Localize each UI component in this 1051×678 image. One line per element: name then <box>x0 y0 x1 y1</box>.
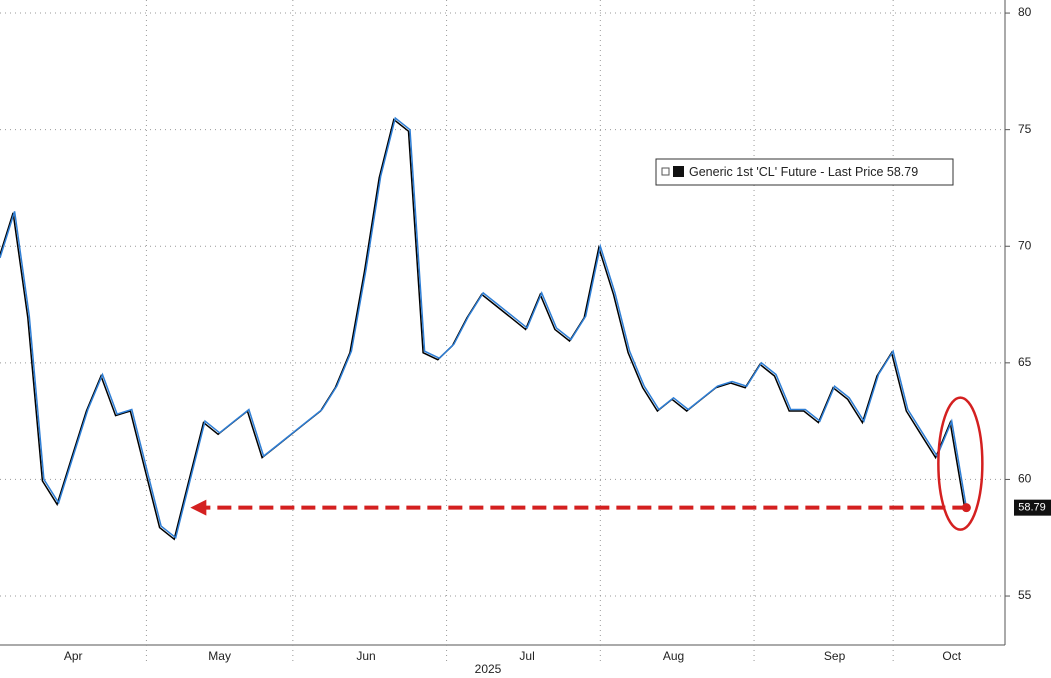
y-tick-label: 65 <box>1018 355 1032 369</box>
y-tick-label: 60 <box>1018 472 1032 486</box>
x-tick-label: Sep <box>824 649 846 663</box>
price-line <box>0 116 968 540</box>
y-tick-label: 80 <box>1018 5 1032 19</box>
x-axis-label: 2025 <box>475 662 502 676</box>
x-tick-label: May <box>208 649 231 663</box>
legend-swatch <box>673 166 684 177</box>
x-tick-label: Jul <box>519 649 534 663</box>
legend-toggle <box>661 167 670 176</box>
x-tick-label: Jun <box>356 649 375 663</box>
legend: Generic 1st 'CL' Future - Last Price 58.… <box>655 158 954 186</box>
legend-box <box>655 158 954 186</box>
last-value-box <box>1014 499 1051 516</box>
x-tick-label: Aug <box>663 649 684 663</box>
highlight-ellipse <box>937 396 984 531</box>
last-value-label: 58.79 <box>1018 502 1046 514</box>
arrow-head <box>190 499 207 516</box>
y-tick-label: 75 <box>1018 122 1032 136</box>
x-tick-label: Apr <box>64 649 83 663</box>
x-tick-label: Oct <box>942 649 961 663</box>
legend-label: Generic 1st 'CL' Future - Last Price 58.… <box>689 165 918 179</box>
y-tick-label: 55 <box>1018 588 1032 602</box>
y-tick-label: 70 <box>1018 238 1032 252</box>
last-point <box>961 503 971 513</box>
